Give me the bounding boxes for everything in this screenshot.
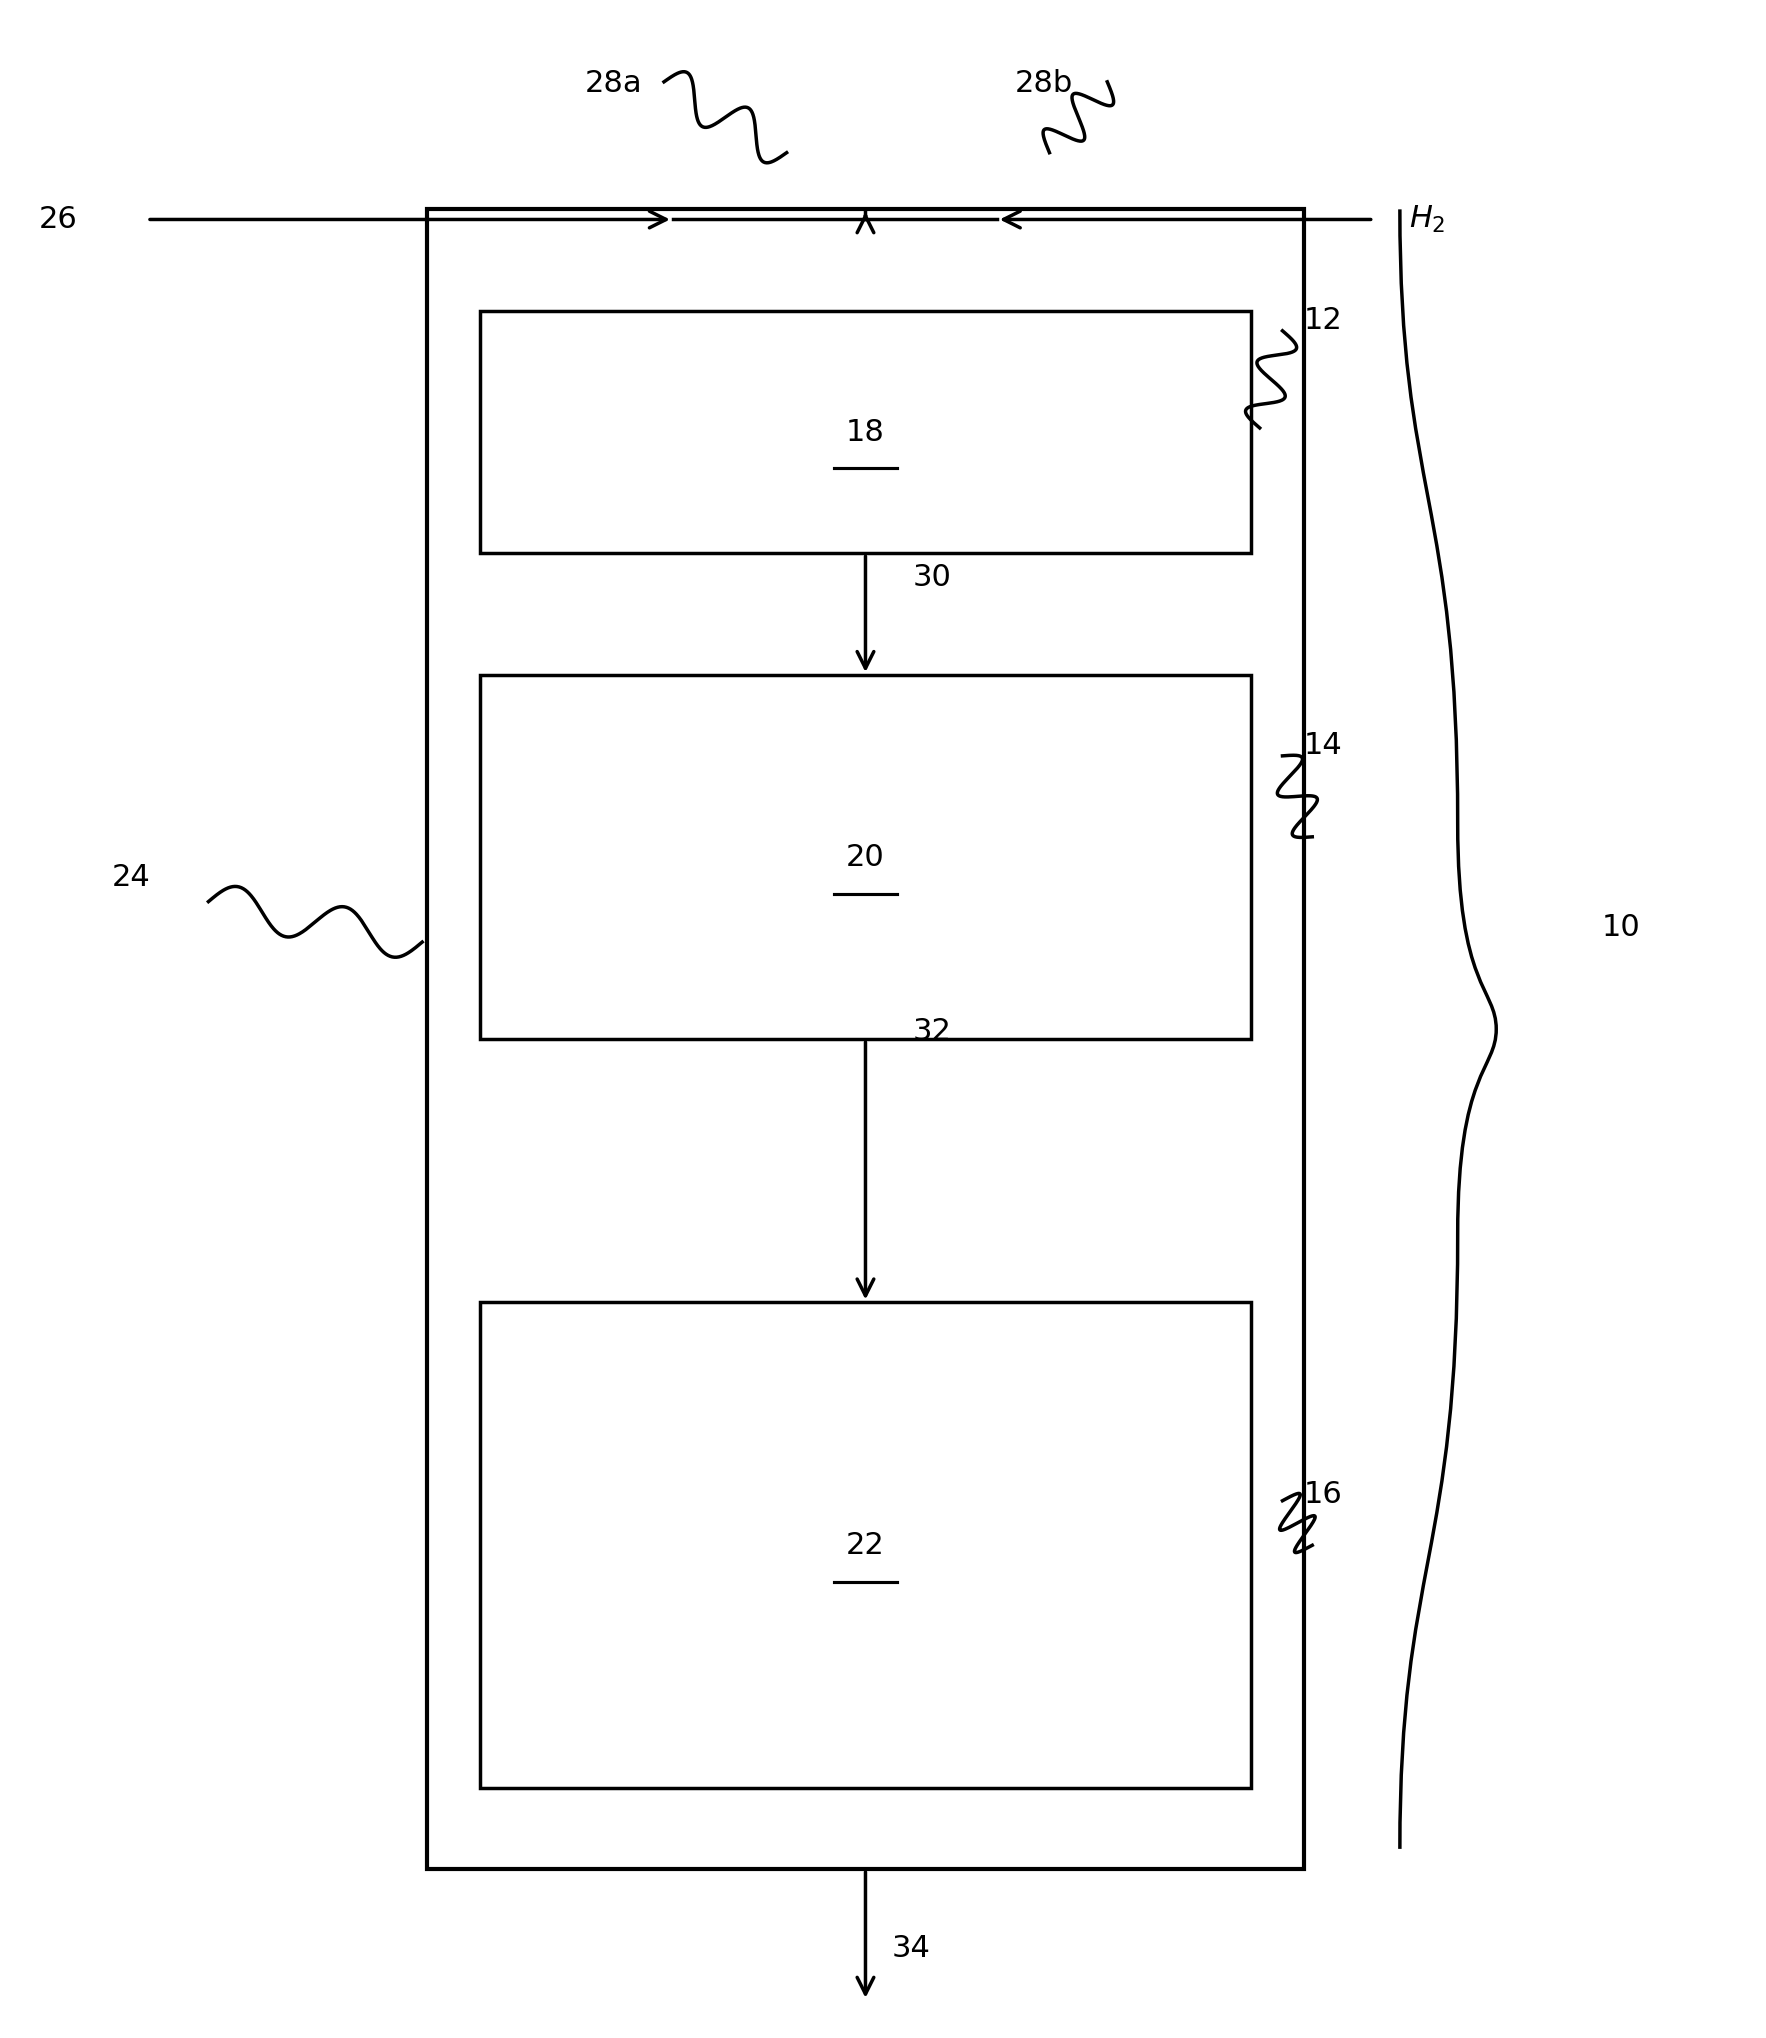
Text: 22: 22 [846,1531,885,1559]
Text: $H_2$: $H_2$ [1409,204,1445,234]
Text: 30: 30 [913,562,952,593]
Text: 24: 24 [111,862,150,893]
Text: 20: 20 [846,842,885,872]
Text: 16: 16 [1303,1480,1342,1510]
Bar [480,675,1250,1039]
Bar [480,310,1250,554]
Text: 12: 12 [1303,306,1342,334]
Bar [427,210,1303,1869]
Text: 14: 14 [1303,732,1342,760]
Text: 34: 34 [892,1934,931,1963]
Text: 28b: 28b [1014,69,1072,98]
Text: 10: 10 [1602,913,1641,942]
Bar [480,1302,1250,1787]
Text: 26: 26 [39,206,78,234]
Text: 32: 32 [913,1017,952,1045]
Text: 18: 18 [846,418,885,446]
Text: 28a: 28a [585,69,643,98]
